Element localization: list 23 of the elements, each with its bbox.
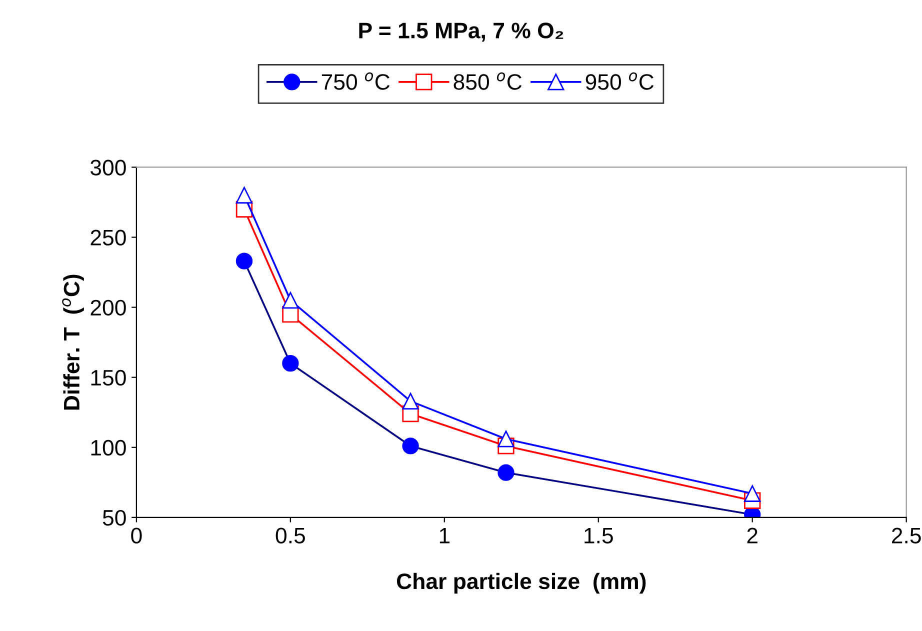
y-tick-label: 200 (90, 300, 126, 316)
x-axis-title: Char particle size (mm) (396, 572, 646, 594)
legend-label: 850 $^{o}$C (454, 72, 522, 90)
point (282, 292, 299, 309)
legend-label: 750 $^{o}$C (322, 72, 390, 90)
x-tick-label: 1 (440, 528, 450, 544)
y-tick-label: 100 (91, 440, 126, 456)
y-tick-label: 300 (90, 160, 126, 176)
x-tick-label: 1.5 (584, 528, 613, 544)
y-tick-label: 50 (102, 510, 126, 526)
chart-title: P = 1.5 MPa, 7 % O₂ (359, 22, 564, 42)
x-tick-label: 2.5 (892, 528, 921, 544)
x-tick-label: 2 (747, 528, 758, 544)
point (744, 485, 761, 502)
y-tick-label: 250 (90, 230, 126, 246)
point (236, 186, 253, 204)
y-axis-title: Differ. T ($^{o}$C) (62, 274, 84, 410)
x-tick-label: 0 (131, 528, 142, 544)
point (402, 392, 419, 410)
y-tick-label: 150 (91, 370, 126, 386)
x-tick-label: 0.5 (276, 528, 305, 544)
point (498, 430, 514, 448)
legend-label: 950 $^{o}$C (586, 72, 654, 90)
